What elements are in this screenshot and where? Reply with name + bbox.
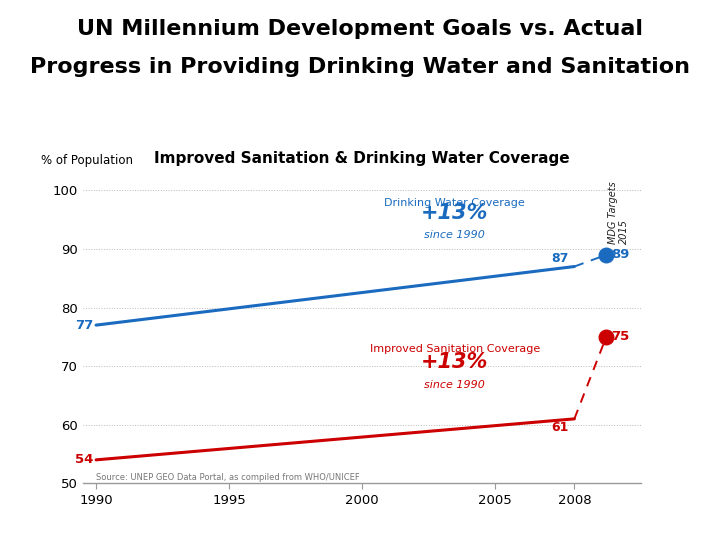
Text: 54: 54 <box>75 454 94 467</box>
Text: 87: 87 <box>552 252 569 265</box>
Text: Progress in Providing Drinking Water and Sanitation: Progress in Providing Drinking Water and… <box>30 57 690 77</box>
Text: UN Millennium Development Goals vs. Actual: UN Millennium Development Goals vs. Actu… <box>77 19 643 39</box>
Text: +13%: +13% <box>421 352 488 372</box>
Text: 75: 75 <box>611 330 630 343</box>
Text: Improved Sanitation Coverage: Improved Sanitation Coverage <box>369 345 540 354</box>
Text: +13%: +13% <box>421 202 488 222</box>
Title: Improved Sanitation & Drinking Water Coverage: Improved Sanitation & Drinking Water Cov… <box>154 151 570 166</box>
Text: % of Population: % of Population <box>41 153 133 166</box>
Text: 61: 61 <box>552 421 569 434</box>
Text: 77: 77 <box>75 319 94 332</box>
Text: since 1990: since 1990 <box>424 230 485 240</box>
Text: since 1990: since 1990 <box>424 380 485 389</box>
Text: 89: 89 <box>611 248 630 261</box>
Point <box>600 251 612 259</box>
Text: Source: UNEP GEO Data Portal, as compiled from WHO/UNICEF: Source: UNEP GEO Data Portal, as compile… <box>96 474 360 482</box>
Point <box>600 333 612 341</box>
Text: Drinking Water Coverage: Drinking Water Coverage <box>384 198 525 208</box>
Text: MDG Targets
2015: MDG Targets 2015 <box>608 181 629 244</box>
